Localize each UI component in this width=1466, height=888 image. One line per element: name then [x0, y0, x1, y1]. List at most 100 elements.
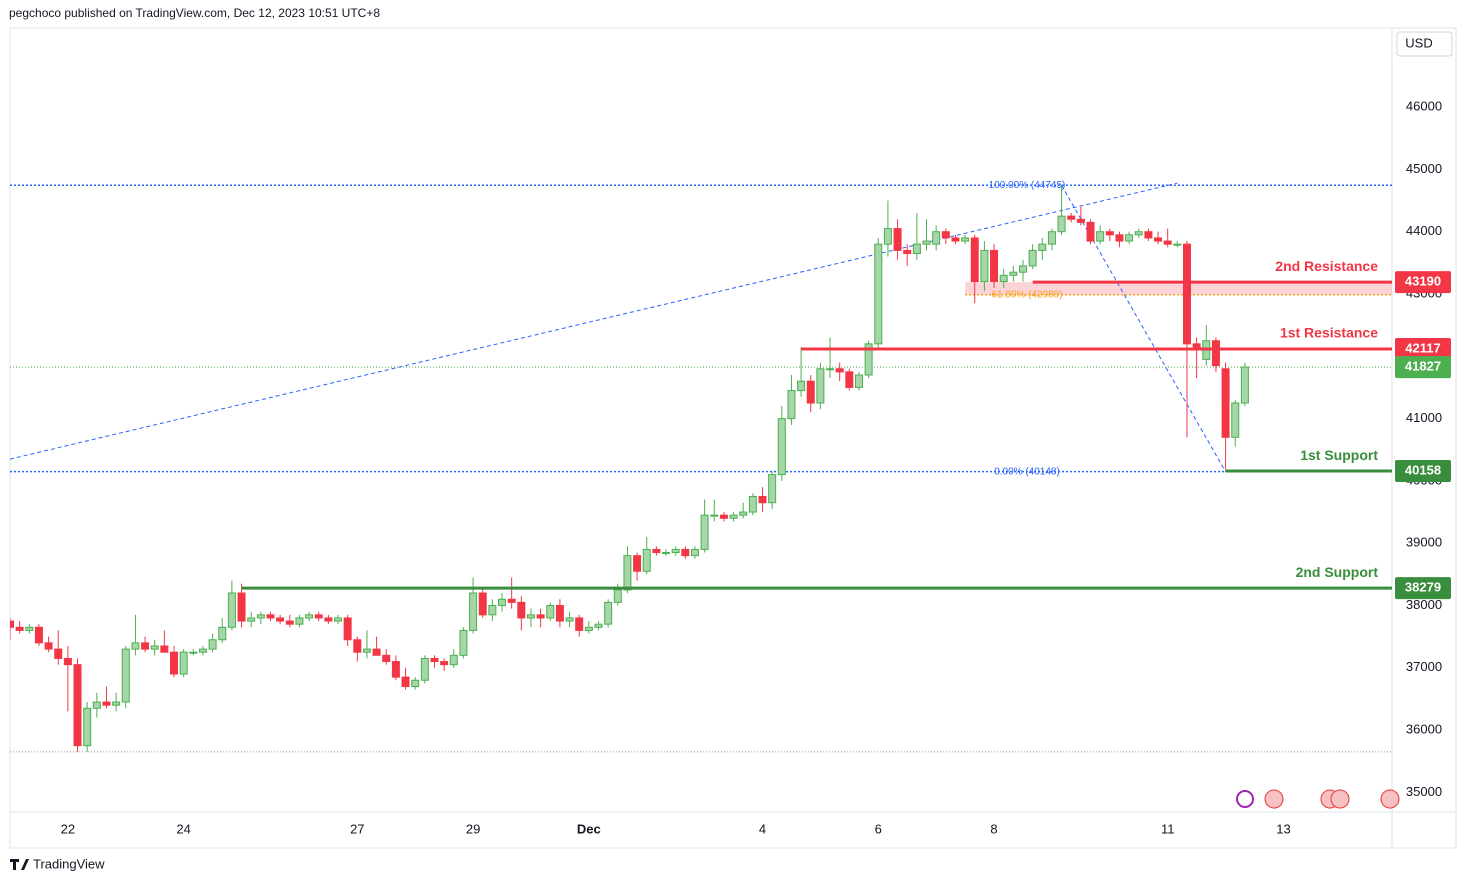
- candle-body: [1038, 243, 1047, 251]
- candle-body: [247, 617, 256, 622]
- y-tick-label: 39000: [1406, 535, 1442, 550]
- candle-body: [1211, 340, 1220, 367]
- candle-body: [314, 614, 323, 619]
- candle-body: [160, 645, 169, 653]
- x-tick-label: 6: [875, 821, 882, 836]
- price-badge-label: 43190: [1405, 274, 1441, 289]
- candle-body: [131, 642, 140, 650]
- candle-body: [739, 511, 748, 516]
- candle-body: [864, 343, 873, 376]
- candle-body: [623, 555, 632, 591]
- candle-body: [613, 589, 622, 603]
- candle-body: [1067, 215, 1076, 220]
- candle-body: [912, 243, 921, 255]
- candle-body: [633, 555, 642, 572]
- candle-body: [768, 474, 777, 504]
- x-tick-label: 22: [61, 821, 75, 836]
- candle-body: [83, 707, 92, 747]
- candle-body: [1057, 215, 1066, 233]
- last-price-badge: [1395, 356, 1451, 379]
- brand: TradingView: [33, 856, 105, 871]
- candle-body: [980, 249, 989, 283]
- candle-body: [276, 617, 285, 622]
- candle-body: [710, 514, 719, 517]
- icon[interactable]: [1380, 789, 1400, 809]
- candle-body: [478, 592, 487, 616]
- trendline: [10, 182, 1178, 460]
- candle-body: [449, 654, 458, 666]
- y-tick-label: 37000: [1406, 659, 1442, 674]
- candle-body: [1182, 243, 1191, 345]
- candle-body: [73, 664, 82, 747]
- candle-body: [546, 604, 555, 619]
- candle-body: [10, 620, 14, 628]
- candle-body: [25, 626, 34, 631]
- x-tick-label: 24: [176, 821, 190, 836]
- candle-body: [526, 614, 535, 619]
- candle-body: [1076, 218, 1085, 223]
- candle-body: [218, 626, 227, 641]
- candle-body: [1018, 265, 1027, 273]
- plot: 100.00% (44745) 61.80% (42989) 0.00% (4014…: [10, 180, 1392, 753]
- candle-body: [565, 617, 574, 622]
- candle-body: [1154, 237, 1163, 242]
- candle-body: [324, 617, 333, 622]
- candle-body: [208, 639, 217, 650]
- candle-body: [295, 617, 304, 625]
- candle-body: [1028, 249, 1037, 267]
- candle-body: [932, 231, 941, 245]
- icon[interactable]: [1330, 789, 1350, 809]
- candle-body: [999, 274, 1008, 283]
- candle-body: [430, 657, 439, 663]
- level-label: 2nd Support: [1296, 564, 1379, 580]
- candle-body: [826, 368, 835, 371]
- candle-body: [63, 657, 72, 666]
- y-tick-label: 44000: [1406, 223, 1442, 238]
- candle-body: [401, 676, 410, 687]
- candle-body: [536, 614, 545, 619]
- candle-body: [353, 639, 362, 653]
- icon[interactable]: [1264, 789, 1284, 809]
- candle-body: [671, 548, 680, 554]
- level-label: 1st Resistance: [1280, 325, 1378, 341]
- y-tick-label: 41000: [1406, 410, 1442, 425]
- candle-body: [54, 648, 63, 659]
- candle-body: [170, 651, 179, 675]
- candle-body: [189, 651, 198, 654]
- candle-body: [748, 495, 757, 513]
- candle-body: [1192, 343, 1201, 348]
- candle-body: [951, 237, 960, 242]
- fib-label: 100.00% (44745): [989, 180, 1066, 191]
- candle-body: [334, 617, 343, 622]
- candle-body: [391, 661, 400, 678]
- candle-body: [1221, 368, 1230, 438]
- x-tick-label: 13: [1276, 821, 1290, 836]
- y-tick-label: 35000: [1406, 784, 1442, 799]
- candle-body: [1125, 234, 1134, 242]
- x-tick-label: Dec: [577, 821, 601, 836]
- currency-box[interactable]: [1396, 31, 1453, 57]
- candle-body: [150, 645, 159, 650]
- price-badge: [1395, 577, 1451, 600]
- candle-body: [777, 418, 786, 476]
- price-badge: [1395, 338, 1451, 361]
- candle-body: [15, 626, 24, 631]
- y-tick-label: 36000: [1406, 722, 1442, 737]
- candle-body: [1240, 366, 1249, 404]
- candle-body: [854, 374, 863, 388]
- candle-body: [787, 390, 796, 420]
- x-tick-label: 4: [759, 821, 766, 836]
- fib-label: 0.00% (40148): [994, 466, 1060, 477]
- candle-body: [121, 648, 130, 703]
- candle-body: [1163, 240, 1172, 245]
- candle-body: [420, 657, 429, 681]
- candle-body: [729, 514, 738, 519]
- price-badge-label: 38279: [1405, 580, 1441, 595]
- candle-body: [459, 629, 468, 656]
- x-tick-label: 11: [1161, 821, 1175, 836]
- candle-body: [1096, 231, 1105, 242]
- icon[interactable]: [1236, 790, 1254, 808]
- candle-body: [382, 654, 391, 663]
- candle-body: [141, 642, 150, 650]
- price-badge: [1395, 271, 1451, 294]
